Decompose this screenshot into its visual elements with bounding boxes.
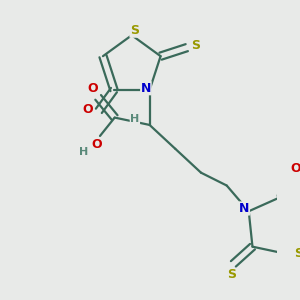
Text: O: O — [290, 162, 300, 176]
Text: O: O — [87, 82, 98, 95]
Text: N: N — [239, 202, 249, 215]
Text: S: S — [130, 24, 139, 37]
Text: O: O — [82, 103, 93, 116]
Text: H: H — [79, 147, 88, 157]
Text: N: N — [141, 82, 151, 95]
Text: S: S — [227, 268, 236, 281]
Text: O: O — [91, 138, 102, 151]
Text: S: S — [191, 39, 200, 52]
Text: S: S — [294, 247, 300, 260]
Text: H: H — [130, 114, 140, 124]
